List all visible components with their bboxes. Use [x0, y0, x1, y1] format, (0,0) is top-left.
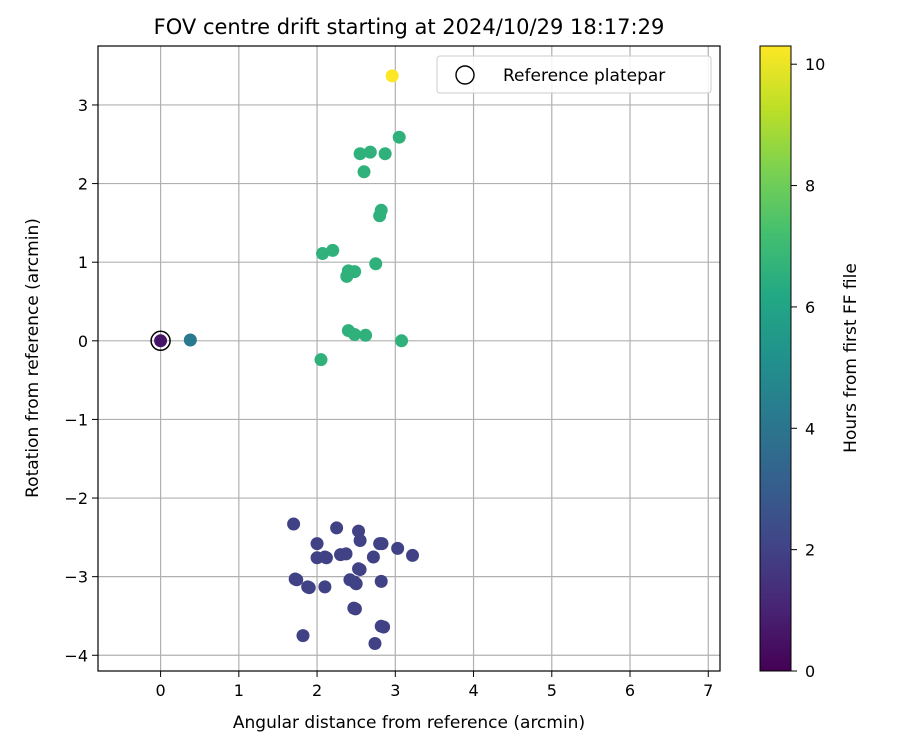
x-axis-ticks: 0 1 2 3 4 5 6 7: [155, 671, 713, 700]
y-tick-label: 0: [78, 332, 88, 351]
legend: Reference platepar: [436, 55, 712, 94]
x-tick-label: 2: [312, 681, 322, 700]
data-point: [366, 550, 380, 564]
data-point: [296, 629, 310, 643]
colorbar-tick-label: 0: [805, 662, 815, 681]
data-point: [377, 620, 391, 634]
x-tick-label: 0: [155, 681, 165, 700]
legend-marker: [455, 65, 475, 85]
data-point: [314, 353, 328, 367]
data-point: [183, 333, 197, 347]
data-point: [385, 69, 399, 83]
data-point: [348, 328, 362, 342]
data-point: [353, 147, 367, 161]
data-point: [363, 145, 377, 159]
data-point: [392, 130, 406, 144]
y-tick-label: −2: [64, 489, 88, 508]
x-tick-label: 6: [625, 681, 635, 700]
colorbar-ticks: 0 2 4 6 8 10: [791, 55, 825, 681]
x-tick-label: 3: [390, 681, 400, 700]
data-points: [150, 69, 420, 650]
grid-lines: [98, 46, 720, 671]
data-point: [287, 517, 301, 531]
data-point: [353, 533, 367, 547]
y-tick-label: −4: [64, 646, 88, 665]
colorbar-gradient: [759, 45, 792, 672]
x-tick-label: 5: [547, 681, 557, 700]
plot-frame: [97, 45, 721, 672]
colorbar-tick-label: 10: [805, 55, 825, 74]
reference-platepar-marker: [150, 330, 171, 352]
data-point: [348, 602, 362, 616]
x-tick-label: 1: [234, 681, 244, 700]
legend-box: [436, 55, 712, 94]
colorbar-tick-label: 8: [805, 177, 815, 196]
legend-entry: Reference platepar: [503, 66, 665, 86]
colorbar-label: Hours from first FF file: [841, 263, 861, 453]
data-point: [359, 328, 373, 342]
data-point: [391, 541, 405, 555]
data-point: [375, 537, 389, 551]
y-tick-label: −3: [64, 568, 88, 587]
x-tick-label: 7: [703, 681, 713, 700]
data-point: [319, 551, 333, 565]
x-tick-label: 4: [468, 681, 478, 700]
data-point: [302, 581, 316, 595]
y-tick-label: 1: [78, 253, 88, 272]
data-point: [330, 521, 344, 535]
data-point: [406, 548, 420, 562]
colorbar-tick-label: 6: [805, 298, 815, 317]
y-axis-ticks: 3 2 1 0 −1 −2 −3 −4: [64, 96, 98, 665]
data-point: [326, 243, 340, 257]
data-point: [374, 203, 388, 217]
data-point: [357, 165, 371, 179]
data-point: [316, 247, 330, 261]
data-point: [368, 636, 382, 650]
data-point: [310, 537, 324, 551]
data-point: [374, 574, 388, 588]
y-tick-label: −1: [64, 410, 88, 429]
y-tick-label: 2: [78, 175, 88, 194]
colorbar: 0 2 4 6 8 10 Hours from first FF file: [759, 45, 861, 681]
colorbar-tick-label: 2: [805, 541, 815, 560]
data-point: [154, 334, 168, 348]
data-point: [290, 573, 304, 587]
y-tick-label: 3: [78, 96, 88, 115]
chart-title: FOV centre drift starting at 2024/10/29 …: [154, 15, 665, 39]
data-point: [348, 265, 362, 279]
data-point: [395, 334, 409, 348]
data-point: [318, 580, 332, 594]
y-axis-label: Rotation from reference (arcmin): [23, 218, 43, 498]
data-point: [353, 563, 367, 577]
data-point: [339, 547, 353, 561]
data-point: [349, 577, 363, 591]
data-point: [369, 257, 383, 271]
x-axis-label: Angular distance from reference (arcmin): [233, 713, 585, 733]
data-point: [378, 147, 392, 161]
colorbar-tick-label: 4: [805, 419, 815, 438]
